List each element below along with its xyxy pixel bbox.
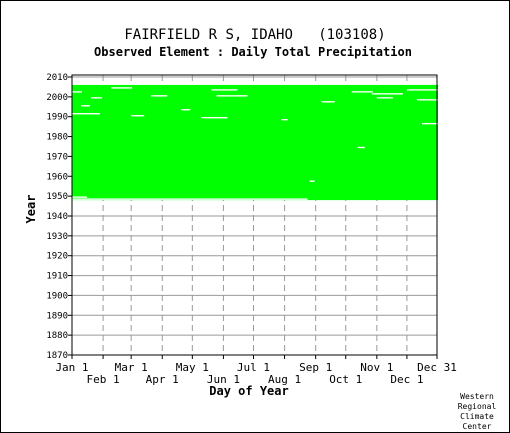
chart-subtitle: Observed Element : Daily Total Precipita… (94, 45, 412, 59)
xtick-label-nov-1: Nov 1 (360, 361, 393, 374)
ytick-label-1880: 1880 (46, 331, 68, 341)
xtick-label-feb-1: Feb 1 (87, 373, 120, 386)
ytick-label-1950: 1950 (46, 192, 68, 202)
xtick-label-dec-31: Dec 31 (417, 361, 457, 374)
ytick-label-1980: 1980 (46, 133, 68, 143)
plot-border (71, 74, 438, 356)
missing-gap-11 (321, 101, 335, 103)
ytick-label-1940: 1940 (46, 212, 68, 222)
xtick-label-dec-1: Dec 1 (390, 373, 423, 386)
missing-gap-3 (72, 91, 83, 93)
missing-gap-7 (216, 95, 248, 97)
missing-gap-14 (72, 113, 101, 115)
ytick-label-1870: 1870 (46, 351, 68, 361)
missing-gap-9 (376, 97, 393, 99)
xtick-label-sep-1: Sep 1 (299, 361, 332, 374)
missing-gap-12 (81, 105, 91, 107)
ytick-label-1920: 1920 (46, 252, 68, 262)
data-coverage (72, 84, 439, 201)
xtick-label-jan-1: Jan 1 (55, 361, 88, 374)
missing-gap-21 (72, 198, 308, 200)
xtick-label-jun-1: Jun 1 (207, 373, 240, 386)
xtick-label-mar-1: Mar 1 (115, 361, 148, 374)
ytick-label-1900: 1900 (46, 291, 68, 301)
ytick-label-1890: 1890 (46, 311, 68, 321)
ytick-label-1960: 1960 (46, 172, 68, 182)
missing-gap-22 (72, 196, 88, 198)
missing-gap-19 (357, 146, 365, 149)
x-axis-ticks: Jan 1 Mar 1 May 1 Jul 1 Sep 1 Nov 1 Dec 31 Feb … (55, 355, 457, 386)
xtick-label-aug-1: Aug 1 (268, 373, 301, 386)
missing-gap-20 (309, 180, 315, 182)
y-axis-ticks: 2010 2000 1990 1980 1970 1960 1950 1940 1930 1920… (46, 73, 72, 361)
xtick-label-jul-1: Jul 1 (237, 361, 270, 374)
ytick-label-1910: 1910 (46, 272, 68, 282)
credit-line-1: Western (460, 392, 494, 401)
xtick-label-oct-1: Oct 1 (329, 373, 362, 386)
ytick-label-2000: 2000 (46, 93, 68, 103)
xtick-label-may-1: May 1 (176, 361, 209, 374)
missing-gap-1 (211, 89, 238, 91)
wrcc-credit: Western Regional Climate Center (458, 392, 497, 431)
ytick-label-1930: 1930 (46, 232, 68, 242)
missing-gap-0 (111, 87, 133, 89)
credit-line-3: Climate (460, 412, 494, 421)
missing-gap-6 (151, 95, 168, 97)
missing-data-gaps (72, 87, 439, 200)
missing-gap-17 (281, 118, 288, 121)
xtick-label-apr-1: Apr 1 (146, 373, 179, 386)
missing-gap-18 (421, 122, 439, 125)
x-axis-label: Day of Year (209, 384, 288, 398)
missing-gap-8 (91, 97, 103, 99)
credit-line-2: Regional (458, 402, 497, 411)
missing-gap-10 (416, 99, 439, 101)
missing-gap-15 (131, 115, 145, 117)
chart-title: FAIRFIELD R S, IDAHO (103108) (124, 27, 385, 43)
credit-line-4: Center (463, 422, 492, 431)
y-axis-label: Year (24, 195, 38, 224)
missing-gap-16 (201, 117, 228, 119)
coverage-block-0 (72, 84, 439, 201)
ytick-label-1970: 1970 (46, 152, 68, 162)
ytick-label-1990: 1990 (46, 113, 68, 123)
missing-gap-2 (406, 89, 439, 91)
missing-gap-4 (351, 91, 373, 93)
missing-gap-5 (371, 93, 403, 95)
missing-gap-13 (181, 109, 191, 111)
ytick-label-2010: 2010 (46, 73, 68, 83)
